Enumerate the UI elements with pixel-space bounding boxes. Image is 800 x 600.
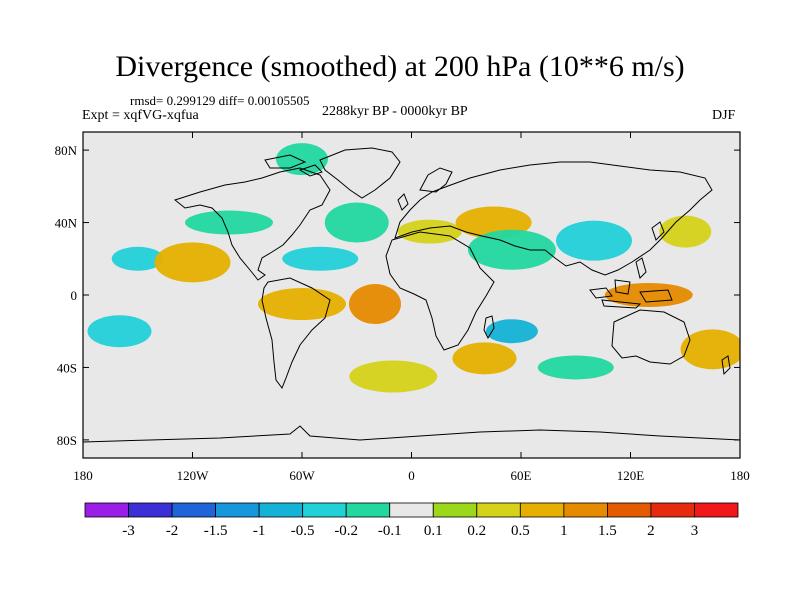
x-tick-label: 180 (730, 468, 750, 483)
colorbar-swatch (432, 502, 478, 518)
coastline-madagascar (483, 315, 495, 340)
period-label: 2288kyr BP - 0000kyr BP (322, 104, 468, 119)
colorbar: -3 -2 -1.5 -1 -0.5 -0.2 -0.1 0.1 0.2 0.5 1 1.5 2 3 (84, 502, 739, 539)
field-anomaly (349, 360, 438, 393)
colorbar-label: 3 (691, 523, 699, 539)
colorbar-swatch (128, 502, 173, 518)
y-tick-label: 40S (57, 360, 77, 375)
field-anomaly (467, 229, 556, 270)
stats-text: rmsd= 0.299129 diff= 0.00105505 (130, 93, 310, 108)
x-tick-label: 60E (511, 468, 532, 483)
coastline-australia (611, 309, 691, 365)
divergence-field (87, 143, 740, 393)
field-anomaly (680, 329, 740, 370)
season-label: DJF (712, 108, 736, 123)
colorbar-swatch (258, 502, 304, 518)
colorbar-label: -0.1 (378, 523, 402, 539)
field-anomaly (452, 342, 517, 375)
coastlines (83, 147, 740, 443)
x-axis: 180 120W 60W 0 60E 120E 180 (73, 132, 750, 483)
colorbar-label: -0.5 (291, 523, 315, 539)
field-anomaly (537, 355, 614, 380)
coastline-eurasia (394, 161, 713, 276)
colorbar-label: 1 (560, 523, 568, 539)
y-tick-label: 80S (57, 433, 77, 448)
field-anomaly (324, 202, 389, 243)
coastline-antarctica (83, 425, 740, 443)
field-anomaly (485, 319, 538, 344)
field-anomaly (659, 215, 712, 248)
y-tick-label: 0 (71, 288, 78, 303)
chart-title: Divergence (smoothed) at 200 hPa (10**6 … (115, 50, 685, 83)
colorbar-label: -2 (166, 523, 179, 539)
field-anomaly (258, 288, 346, 321)
coastline-japan (651, 221, 665, 241)
field-anomaly (397, 219, 462, 244)
colorbar-label: 2 (647, 523, 655, 539)
coastline-south-america (261, 277, 331, 390)
colorbar-swatch (345, 502, 391, 518)
coastline-philippines (635, 257, 647, 279)
experiment-label: Expt = xqfVG-xqfua (82, 108, 199, 123)
colorbar-swatch (389, 502, 434, 518)
field-anomaly (349, 284, 401, 325)
colorbar-swatch (476, 502, 521, 518)
coastline-scandinavia (419, 167, 453, 193)
colorbar-label: -1.5 (204, 523, 228, 539)
x-tick-label: 0 (408, 468, 415, 483)
colorbar-label: 0.5 (511, 523, 530, 539)
field-anomaly (185, 210, 273, 235)
colorbar-swatch (519, 502, 565, 518)
colorbar-swatch (563, 502, 608, 518)
colorbar-label: 0.1 (424, 523, 443, 539)
field-anomaly (276, 143, 328, 176)
colorbar-label: -0.2 (334, 523, 358, 539)
coastline-new-zealand (721, 355, 731, 376)
colorbar-label: -3 (122, 523, 135, 539)
coastline-africa (385, 231, 495, 351)
colorbar-swatch (302, 502, 347, 518)
field-anomaly (111, 246, 164, 271)
field-anomaly (154, 242, 231, 283)
colorbar-label: 0.2 (467, 523, 486, 539)
y-tick-label: 40N (55, 216, 78, 231)
y-axis: 80N 40N 0 40S 80S (55, 143, 740, 448)
field-anomaly (87, 315, 152, 348)
colorbar-swatch (650, 502, 695, 518)
colorbar-label: 1.5 (598, 523, 617, 539)
coastline-uk (397, 193, 409, 211)
y-tick-label: 80N (55, 143, 78, 158)
field-anomaly (604, 283, 693, 307)
coastline-greenland (319, 147, 401, 199)
field-anomaly (282, 246, 359, 271)
coastline-indonesia (589, 279, 673, 309)
colorbar-swatch (215, 502, 260, 518)
colorbar-label: -1 (253, 523, 266, 539)
coastline-arctic-islands (264, 154, 323, 177)
x-tick-label: 60W (289, 468, 315, 483)
x-tick-label: 180 (73, 468, 93, 483)
colorbar-swatch (694, 502, 739, 518)
field-anomaly (556, 220, 632, 261)
colorbar-swatch (171, 502, 216, 518)
x-tick-label: 120W (177, 468, 210, 483)
colorbar-swatch (84, 502, 129, 518)
coastline-north-america (173, 167, 331, 281)
x-tick-label: 120E (617, 468, 645, 483)
colorbar-swatch (607, 502, 652, 518)
